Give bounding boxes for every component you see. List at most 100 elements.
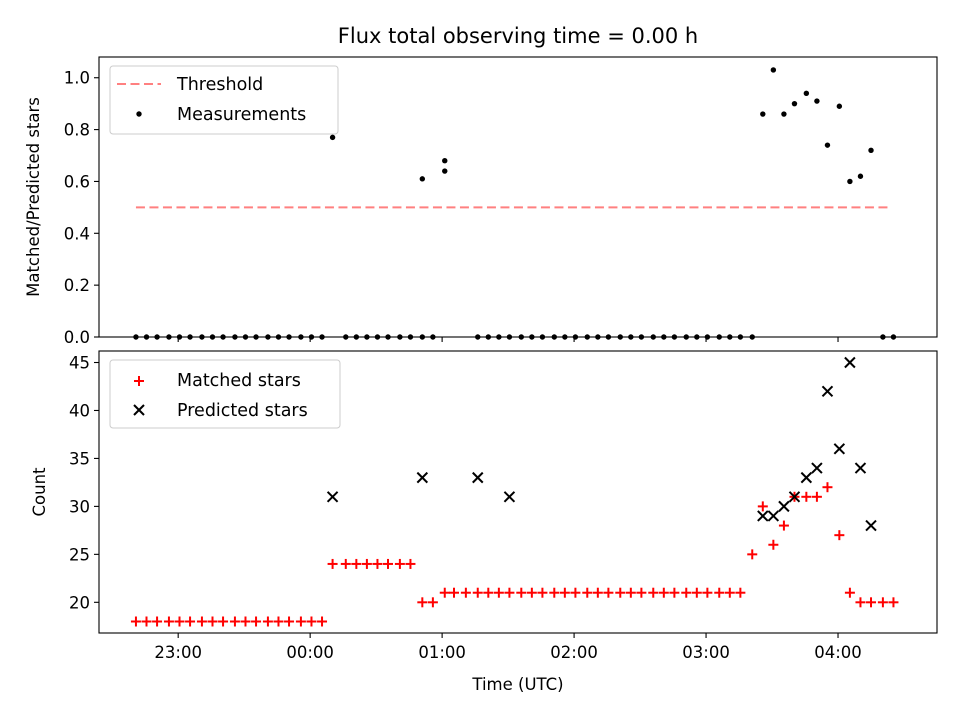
x-tick-label: 01:00 [418, 643, 466, 662]
matched-star-point [141, 616, 152, 627]
marker-stroke [788, 491, 801, 503]
measurement-point [781, 111, 787, 117]
predicted-star-point [788, 491, 801, 503]
legend-predicted-swatch [133, 404, 145, 416]
matched-star-point [483, 587, 494, 598]
matched-star-point [284, 616, 295, 627]
x-tick-label: 23:00 [154, 643, 202, 662]
matched-star-point [714, 587, 725, 598]
bottom-y-tick-label: 45 [69, 354, 90, 373]
measurement-point [791, 100, 798, 107]
measurement-point [770, 67, 777, 73]
matched-star-point [472, 587, 483, 598]
predicted-star-point [854, 462, 867, 474]
matched-star-point [251, 616, 262, 627]
bottom-y-tick-label: 35 [69, 449, 90, 468]
predicted-star-point [767, 510, 780, 522]
matched-star-point [648, 587, 659, 598]
measurement-point [803, 90, 810, 96]
top-y-tick-label: 0.2 [64, 276, 90, 295]
marker-stroke [821, 385, 834, 397]
predicted-star-point [844, 356, 856, 369]
matched-star-point [615, 587, 626, 598]
matched-star-point [888, 597, 899, 608]
marker-stroke [326, 491, 339, 503]
matched-star-point [537, 587, 548, 598]
matched-star-point [658, 587, 669, 598]
legend-predicted-label: Predicted stars [177, 401, 308, 421]
matched-star-point [504, 587, 515, 598]
top-panel: 0.0 0.2 0.4 0.6 0.8 1.0 Matched/Predicted sta… [24, 56, 938, 347]
predicted-star-point [821, 385, 834, 397]
top-y-tick-label: 1.0 [64, 69, 90, 88]
matched-star-point [383, 558, 394, 569]
matched-star-point [549, 587, 560, 598]
matched-star-point [229, 616, 240, 627]
matched-star-point [844, 587, 855, 598]
matched-star-point [394, 558, 405, 569]
matched-star-point [834, 530, 845, 541]
top-y-tick-label: 0.6 [64, 172, 90, 191]
matched-star-point [582, 587, 593, 598]
matched-star-point [801, 491, 812, 502]
top-y-tick-label: 0.8 [64, 121, 90, 140]
matched-star-point [669, 587, 680, 598]
predicted-star-point [811, 462, 823, 474]
matched-star-point [185, 616, 196, 627]
top-legend-box [109, 65, 339, 135]
chart-title: Flux total observing time = 0.00 h [338, 24, 698, 48]
bottom-y-tick-label: 25 [69, 545, 90, 564]
top-y-axis: 0.0 0.2 0.4 0.6 0.8 1.0 [64, 69, 99, 347]
matched-star-point [516, 587, 527, 598]
predicted-star-point [472, 471, 484, 484]
matched-star-point [130, 616, 141, 627]
matched-star-point [822, 482, 833, 493]
measurement-point [868, 147, 874, 154]
matched-star-point [747, 549, 758, 560]
matched-star-point [405, 558, 416, 569]
marker-stroke [778, 500, 790, 513]
measurement-point [442, 158, 448, 164]
matched-star-point [196, 616, 207, 627]
marker-stroke [800, 471, 813, 484]
predicted-star-point [416, 471, 429, 484]
marker-stroke [416, 471, 429, 484]
matched-star-point [240, 616, 251, 627]
matched-star-point [603, 587, 614, 598]
matched-star-point [691, 587, 702, 598]
bottom-legend: Matched stars Predicted stars [109, 359, 341, 429]
matched-star-point [681, 587, 692, 598]
legend-measurements-swatch [136, 111, 142, 117]
bottom-y-axis: 20 25 30 35 40 45 [69, 354, 99, 612]
top-x-ticks [177, 337, 839, 342]
legend-measurements-label: Measurements [177, 105, 306, 125]
matched-star-point [417, 597, 428, 608]
matched-star-point [460, 587, 471, 598]
x-tick-label: 00:00 [286, 643, 334, 662]
measurement-point [847, 178, 853, 185]
marker-stroke [811, 462, 823, 474]
matched-star-point [218, 616, 229, 627]
marker-stroke [865, 519, 877, 532]
measurement-point [329, 134, 336, 141]
x-axis-label: Time (UTC) [471, 675, 563, 694]
predicted-star-point [865, 519, 877, 532]
x-tick-label: 04:00 [814, 643, 862, 662]
matched-star-point [361, 558, 372, 569]
bottom-y-tick-label: 40 [69, 401, 90, 420]
matched-star-point [757, 501, 768, 512]
matched-star-point [163, 616, 174, 627]
predicted-star-point [800, 471, 813, 484]
matched-star-point [340, 558, 351, 569]
matched-star-point [262, 616, 273, 627]
marker-stroke [844, 356, 856, 369]
bottom-legend-box [109, 359, 341, 429]
marker-stroke [472, 471, 484, 484]
matched-star-point [570, 587, 581, 598]
matched-star-point [625, 587, 636, 598]
legend-threshold-label: Threshold [176, 75, 263, 95]
matched-star-point [724, 587, 735, 598]
matched-star-point [427, 597, 438, 608]
bottom-y-tick-label: 20 [69, 593, 90, 612]
